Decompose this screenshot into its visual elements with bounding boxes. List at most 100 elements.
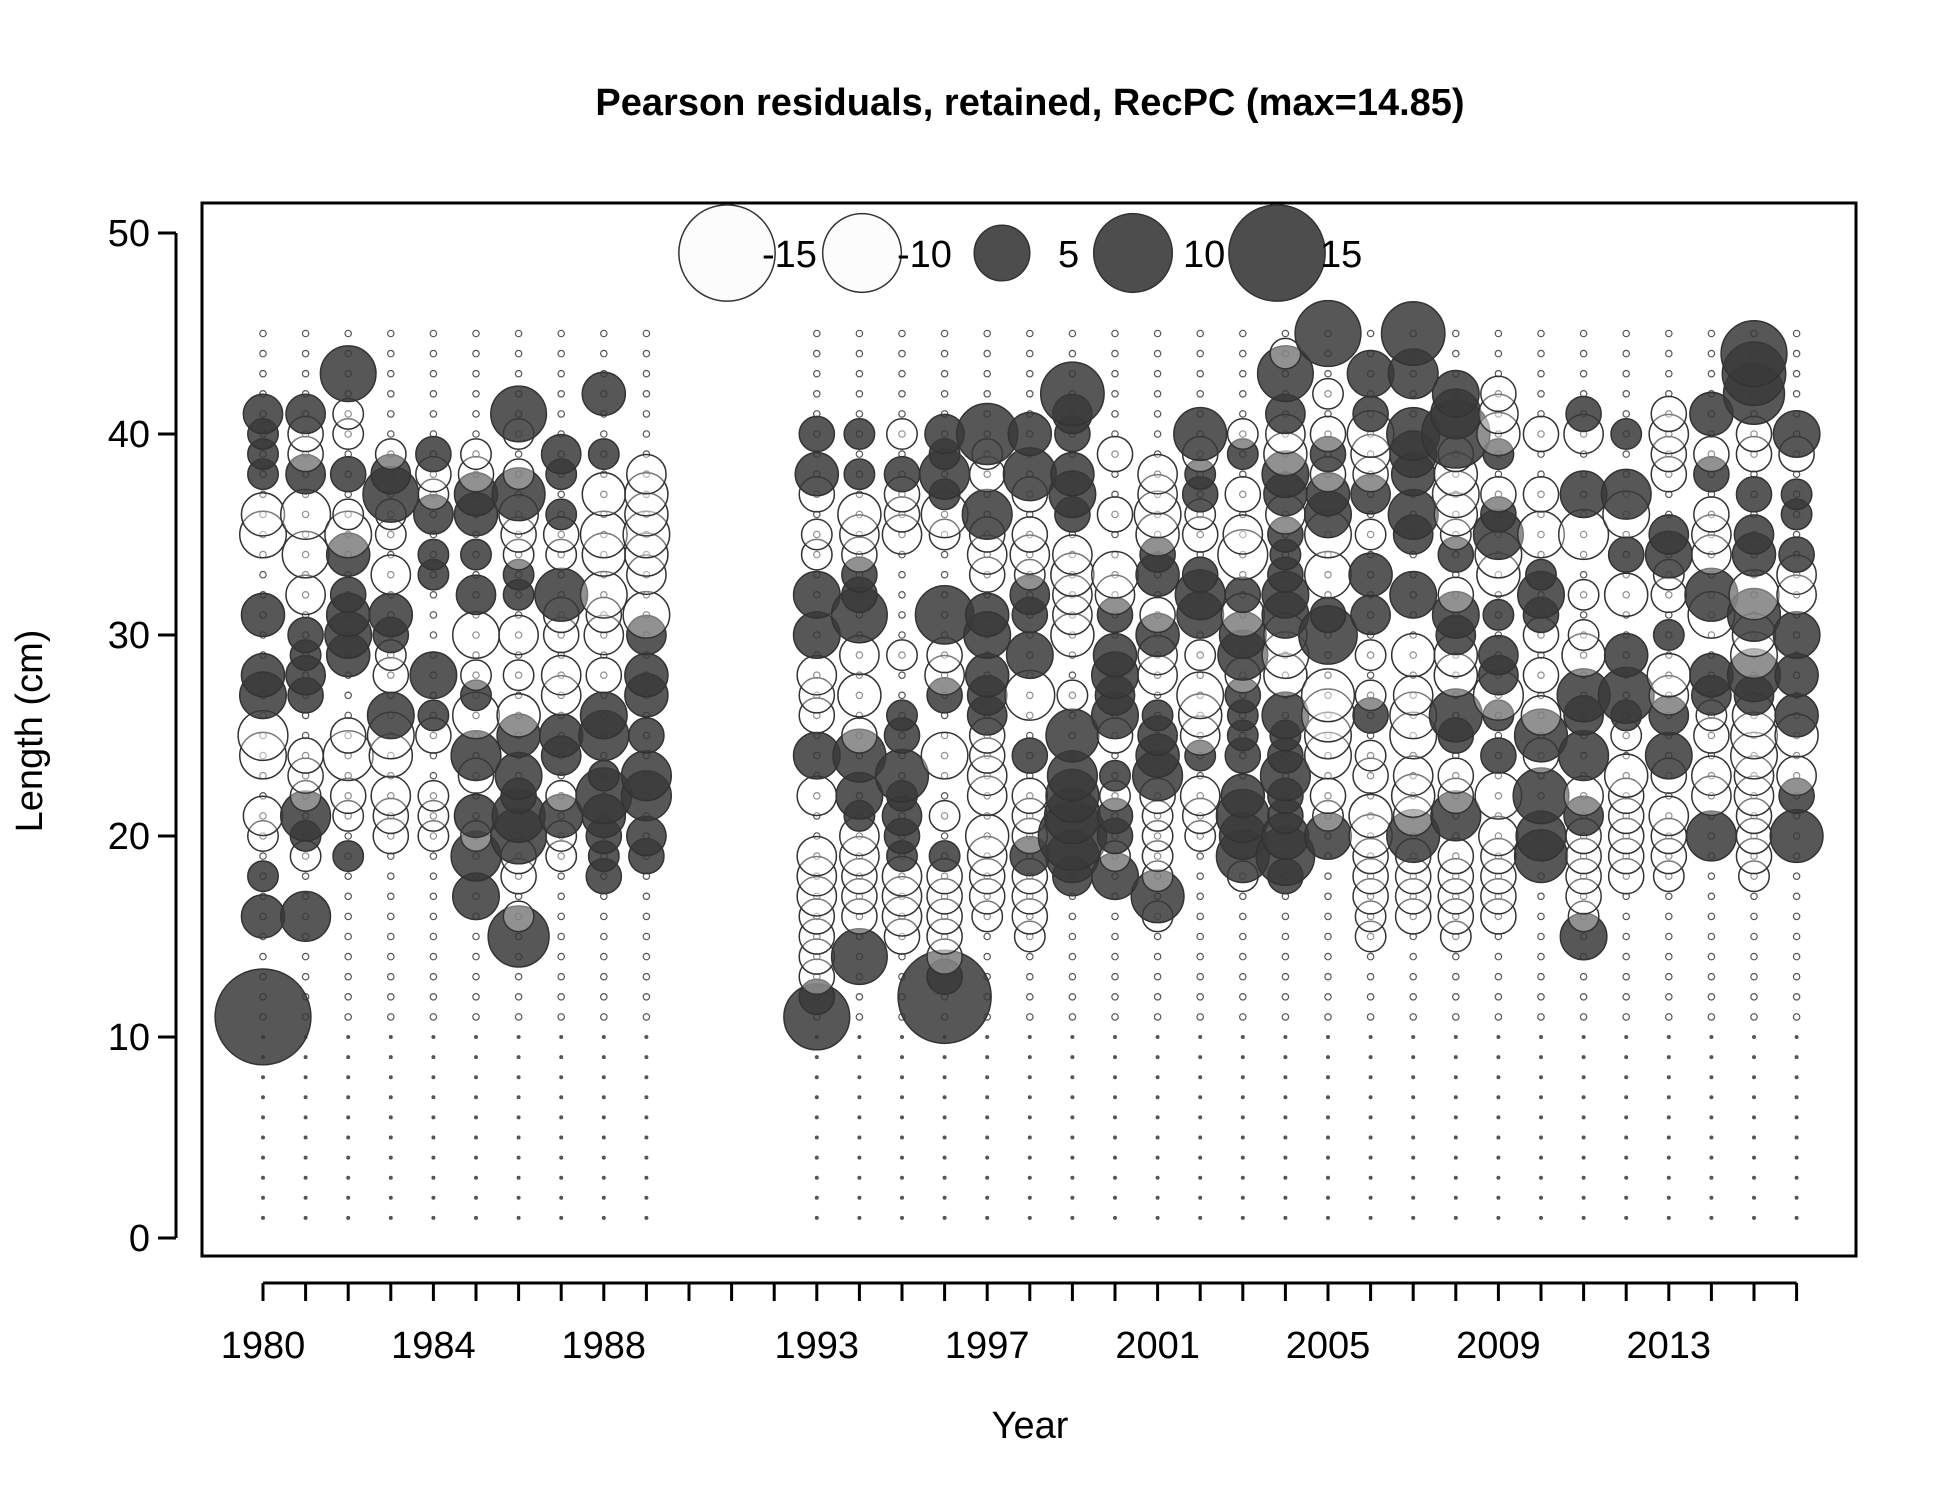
bin-dot bbox=[346, 1075, 351, 1080]
bin-dot bbox=[1579, 972, 1588, 981]
bin-dot bbox=[429, 872, 438, 881]
legend-label: -10 bbox=[897, 234, 952, 276]
bin-dot bbox=[1622, 369, 1631, 378]
bin-dot bbox=[303, 1195, 308, 1200]
bin-dot bbox=[386, 329, 395, 338]
bin-dot bbox=[1666, 1055, 1671, 1060]
bin-dot bbox=[1368, 1175, 1373, 1180]
positive-residual-bubble bbox=[1430, 790, 1482, 842]
bin-dot bbox=[1281, 1013, 1290, 1021]
bin-dot bbox=[1750, 1013, 1758, 1021]
negative-residual-bubble bbox=[1733, 755, 1775, 797]
bin-dot bbox=[1709, 1215, 1714, 1220]
negative-residual-bubble bbox=[1729, 731, 1779, 780]
bin-dot bbox=[386, 992, 395, 1001]
bin-dot bbox=[1198, 1095, 1203, 1100]
bin-dot bbox=[644, 1155, 649, 1160]
bin-dot bbox=[429, 369, 438, 378]
bin-dot bbox=[1624, 1095, 1629, 1100]
bin-dot bbox=[346, 1095, 351, 1100]
negative-residual-bubble bbox=[579, 570, 628, 619]
bin-dot bbox=[1326, 1215, 1331, 1220]
legend-label: 5 bbox=[1058, 234, 1079, 276]
bin-dot bbox=[1239, 912, 1247, 921]
bin-dot bbox=[1240, 1035, 1245, 1040]
bin-dot bbox=[985, 1115, 990, 1120]
bin-dot bbox=[898, 349, 906, 358]
positive-residual-bubble bbox=[1735, 475, 1773, 513]
bin-dot bbox=[1579, 550, 1588, 559]
bin-dot bbox=[942, 1155, 947, 1160]
positive-residual-bubble bbox=[928, 840, 961, 873]
negative-residual-bubble bbox=[370, 554, 412, 596]
bin-dot bbox=[386, 892, 395, 901]
bin-dot bbox=[1111, 932, 1119, 941]
bin-dot bbox=[473, 1135, 478, 1140]
negative-residual-bubble bbox=[545, 538, 578, 571]
negative-residual-bubble bbox=[1269, 337, 1302, 370]
y-tick-label: 30 bbox=[108, 615, 150, 657]
bin-dot bbox=[812, 791, 821, 800]
bin-dot bbox=[900, 1035, 905, 1040]
bin-dot bbox=[1750, 912, 1758, 921]
bin-dot bbox=[344, 410, 353, 418]
bin-dot bbox=[1155, 1075, 1160, 1080]
positive-residual-bubble bbox=[1769, 808, 1824, 864]
negative-residual-bubble bbox=[1354, 900, 1387, 933]
bin-dot bbox=[1366, 671, 1375, 680]
bin-dot bbox=[1665, 349, 1673, 358]
bin-dot bbox=[557, 972, 566, 981]
bin-dot bbox=[1452, 349, 1460, 358]
negative-residual-bubble bbox=[1607, 857, 1645, 895]
bin-dot bbox=[1579, 349, 1588, 358]
bin-dot bbox=[1579, 1013, 1588, 1021]
bin-dot bbox=[898, 691, 906, 700]
bin-dot bbox=[557, 410, 566, 418]
negative-residual-bubble bbox=[289, 779, 322, 812]
bin-dot bbox=[1240, 1155, 1245, 1160]
bin-dot bbox=[983, 470, 992, 479]
bin-dot bbox=[814, 1155, 819, 1160]
positive-residual-bubble bbox=[415, 435, 452, 473]
bin-dot bbox=[1240, 1135, 1245, 1140]
bin-dot bbox=[857, 1095, 862, 1100]
bin-dot bbox=[260, 1155, 265, 1160]
negative-residual-bubble bbox=[1437, 576, 1475, 614]
bin-dot bbox=[1239, 329, 1247, 338]
negative-residual-bubble bbox=[1603, 572, 1649, 618]
bin-dot bbox=[599, 490, 608, 499]
bin-dot bbox=[1581, 1135, 1586, 1140]
bin-dot bbox=[1452, 972, 1460, 981]
negative-residual-bubble bbox=[928, 799, 961, 832]
negative-residual-bubble bbox=[798, 918, 836, 955]
bin-dot bbox=[1153, 932, 1162, 941]
bin-dot bbox=[1111, 389, 1119, 398]
negative-residual-bubble bbox=[279, 488, 332, 541]
bin-dot bbox=[855, 651, 864, 659]
positive-residual-bubble bbox=[1261, 691, 1310, 740]
bin-dot bbox=[1453, 1215, 1458, 1220]
bin-dot bbox=[1155, 1215, 1160, 1220]
bin-dot bbox=[1026, 329, 1034, 338]
bin-dot bbox=[983, 349, 992, 358]
bin-dot bbox=[898, 430, 906, 438]
legend-label: -15 bbox=[762, 234, 817, 276]
positive-residual-bubble bbox=[240, 652, 286, 698]
bin-dot bbox=[429, 1013, 438, 1021]
bin-dot bbox=[1707, 972, 1716, 981]
positive-residual-bubble bbox=[538, 713, 584, 758]
bin-dot bbox=[303, 1055, 308, 1060]
bin-dot bbox=[1026, 389, 1034, 398]
bin-dot bbox=[1794, 1055, 1799, 1060]
bin-dot bbox=[1324, 892, 1332, 901]
negative-residual-bubble bbox=[622, 590, 671, 639]
bin-dot bbox=[388, 1135, 393, 1140]
bin-dot bbox=[644, 1095, 649, 1100]
bin-dot bbox=[260, 1075, 265, 1080]
negative-residual-bubble bbox=[1348, 793, 1393, 839]
bin-dot bbox=[642, 349, 651, 358]
bin-dot bbox=[814, 1135, 819, 1140]
bin-dot bbox=[388, 1115, 393, 1120]
bin-dot bbox=[1196, 992, 1205, 1001]
bin-dot bbox=[472, 972, 480, 981]
